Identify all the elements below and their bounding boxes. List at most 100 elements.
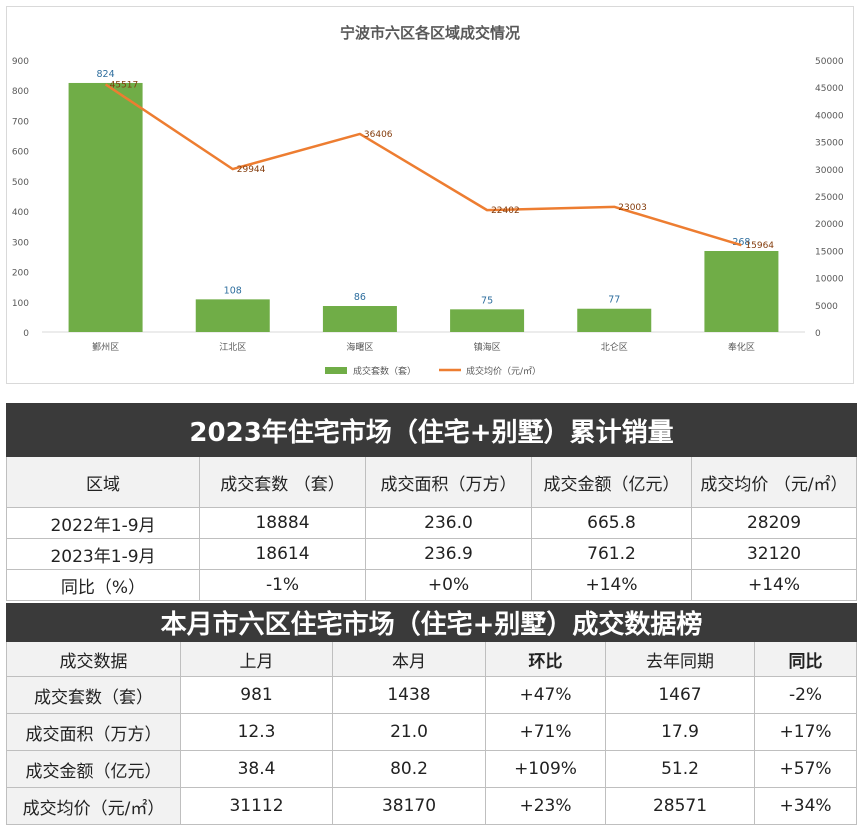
table-cell: 38170	[332, 787, 486, 825]
table-cell: 12.3	[180, 713, 333, 751]
left-axis-tick: 0	[23, 329, 29, 339]
bar	[195, 299, 270, 332]
left-axis-tick: 900	[12, 57, 29, 67]
table-cell: 80.2	[332, 750, 486, 788]
category-label: 海曙区	[346, 341, 373, 353]
left-axis-tick: 800	[12, 87, 29, 97]
table-cell: 18614	[199, 538, 366, 570]
left-axis-tick: 200	[12, 269, 29, 279]
table-row: 成交套数（套） 981 1438 +47% 1467 -2%	[6, 676, 858, 714]
table-cell: 28571	[605, 787, 755, 825]
table-row: 成交金额（亿元） 38.4 80.2 +109% 51.2 +57%	[6, 750, 858, 788]
category-label: 奉化区	[728, 341, 755, 353]
table-cell: 21.0	[332, 713, 486, 751]
left-axis-tick: 700	[12, 117, 29, 127]
table-row: 同比（%） -1% +0% +14% +14%	[6, 569, 857, 601]
right-axis-tick: 0	[815, 329, 821, 339]
table-cell: 1438	[332, 676, 486, 714]
left-axis-tick: 600	[12, 148, 29, 158]
row-label: 同比（%）	[6, 569, 200, 601]
bar	[577, 308, 652, 332]
combo-chart: 宁波市六区各区域成交情况 0 100 200 300 400 500 600 700 800 900…	[12, 24, 844, 377]
line-data-label: 29944	[237, 165, 266, 175]
chart-title: 宁波市六区各区域成交情况	[340, 24, 520, 42]
row-label: 成交金额（亿元）	[6, 750, 181, 788]
left-axis-tick: 500	[12, 178, 29, 188]
right-axis-tick: 30000	[815, 166, 844, 176]
category-label: 北仑区	[601, 341, 628, 353]
legend-bar-label: 成交套数（套）	[353, 365, 416, 377]
line-data-label: 23003	[618, 203, 647, 213]
bar-data-label: 75	[481, 295, 493, 306]
table-cell: 236.9	[365, 538, 532, 570]
bar	[68, 82, 143, 332]
table-row: 成交面积（万方） 12.3 21.0 +71% 17.9 +17%	[6, 713, 858, 751]
left-axis-tick: 100	[12, 299, 29, 309]
legend-bar-swatch	[325, 367, 347, 374]
line-data-label: 36406	[364, 130, 393, 140]
yoy-cell: -2%	[753, 676, 858, 714]
table-cell: 981	[180, 676, 333, 714]
table1-title: 2023年住宅市场（住宅+别墅）累计销量	[6, 403, 857, 457]
bar-data-label: 77	[608, 295, 620, 306]
right-axis-tick: 15000	[815, 247, 844, 257]
table-cell: 51.2	[605, 750, 755, 788]
table2-title: 本月市六区住宅市场（住宅+别墅）成交数据榜	[5, 603, 858, 642]
yoy-price-cell: +14%	[691, 569, 857, 601]
bar-data-label: 108	[224, 285, 242, 296]
table-cell: 236.0	[365, 507, 532, 539]
table-cell: 665.8	[531, 507, 692, 539]
line-data-label: 22402	[491, 206, 520, 216]
table-cell: 17.9	[605, 713, 755, 751]
table-cell: 761.2	[531, 538, 692, 570]
table1-header: 成交均价 （元/㎡）	[691, 456, 857, 508]
table-cell: 31112	[180, 787, 333, 825]
row-label: 成交面积（万方）	[6, 713, 181, 751]
price-line	[104, 83, 742, 247]
right-axis-tick: 45000	[815, 84, 844, 94]
bar	[322, 306, 397, 332]
mom-cell: +109%	[485, 750, 606, 788]
row-label: 2023年1-9月	[6, 538, 200, 570]
row-label: 成交均价（元/㎡）	[6, 787, 181, 825]
right-axis-tick: 25000	[815, 193, 844, 203]
table2-header: 成交数据	[6, 641, 181, 677]
category-label: 鄞州区	[92, 341, 119, 353]
table2-header: 上月	[180, 641, 333, 677]
left-axis-tick: 300	[12, 238, 29, 248]
mom-cell: +47%	[485, 676, 606, 714]
line-data-label: 45517	[110, 80, 139, 90]
table-cell: 18884	[199, 507, 366, 539]
row-label: 成交套数（套）	[6, 676, 181, 714]
bar	[704, 251, 779, 332]
table-cell: 32120	[691, 538, 857, 570]
table-row: 2022年1-9月 18884 236.0 665.8 28209	[6, 507, 857, 539]
table1-header: 成交面积（万方）	[365, 456, 532, 508]
table2-header: 环比	[485, 641, 606, 677]
table1-header: 成交金额（亿元）	[531, 456, 692, 508]
bar-data-label: 824	[97, 69, 115, 80]
right-axis-tick: 40000	[815, 111, 844, 121]
bar	[450, 309, 525, 332]
legend-line-label: 成交均价（元/㎡）	[466, 365, 541, 377]
yoy-cell: +34%	[753, 787, 858, 825]
table1-header: 成交套数 （套）	[199, 456, 366, 508]
table1-header: 区域	[6, 456, 200, 508]
cumulative-sales-table: 2023年住宅市场（住宅+别墅）累计销量 区域 成交套数 （套） 成交面积（万方…	[6, 403, 857, 601]
yoy-cell: +17%	[753, 713, 858, 751]
right-axis-tick: 10000	[815, 275, 844, 285]
yoy-units-cell: -1%	[199, 569, 366, 601]
table-cell: 38.4	[180, 750, 333, 788]
mom-cell: +23%	[485, 787, 606, 825]
bar-data-label: 86	[354, 292, 366, 303]
yoy-cell: +57%	[753, 750, 858, 788]
table2-header: 同比	[753, 641, 858, 677]
table-row: 成交均价（元/㎡） 31112 38170 +23% 28571 +34%	[6, 787, 858, 825]
left-axis-tick: 400	[12, 208, 29, 218]
right-axis-tick: 20000	[815, 220, 844, 230]
row-label: 2022年1-9月	[6, 507, 200, 539]
yoy-area-cell: +0%	[365, 569, 532, 601]
yoy-amount-cell: +14%	[531, 569, 692, 601]
table-row: 2023年1-9月 18614 236.9 761.2 32120	[6, 538, 857, 570]
category-label: 江北区	[219, 342, 246, 353]
